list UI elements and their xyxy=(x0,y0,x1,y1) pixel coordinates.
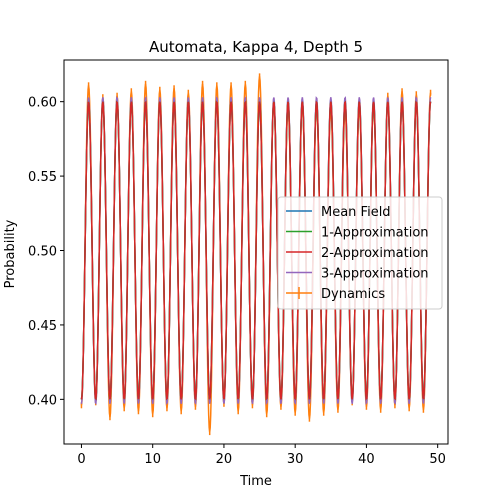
legend-label: 3-Approximation xyxy=(321,267,429,282)
y-axis-label: Probability xyxy=(3,219,18,288)
x-tick-label: 40 xyxy=(358,452,375,467)
x-axis-label: Time xyxy=(239,474,272,489)
legend-item: 2-Approximation xyxy=(286,246,429,261)
legend: Mean Field 1-Approximation 2-Approximation… xyxy=(277,196,443,310)
legend-label: Dynamics xyxy=(321,287,385,302)
series-line-2-approximation xyxy=(80,100,432,401)
legend-label: Mean Field xyxy=(321,205,391,220)
x-tick-label: 0 xyxy=(77,452,85,467)
x-tick-label: 20 xyxy=(216,452,233,467)
plot-area xyxy=(80,73,432,436)
axis-ticks: 0 10 20 30 40 50 0.40 0.45 0.50 0.55 0.60 xyxy=(28,96,446,467)
legend-label: 2-Approximation xyxy=(321,246,429,261)
legend-label: 1-Approximation xyxy=(321,226,429,241)
y-tick-label: 0.55 xyxy=(28,170,57,185)
x-tick-label: 10 xyxy=(144,452,161,467)
y-tick-label: 0.50 xyxy=(28,245,57,260)
x-tick-label: 50 xyxy=(429,452,446,467)
chart-title: Automata, Kappa 4, Depth 5 xyxy=(149,38,363,56)
legend-box xyxy=(277,196,443,310)
y-tick-label: 0.45 xyxy=(28,319,57,334)
legend-item: 3-Approximation xyxy=(286,267,429,282)
legend-item: Mean Field xyxy=(286,205,391,220)
y-tick-label: 0.40 xyxy=(28,393,57,408)
y-tick-label: 0.60 xyxy=(28,96,57,111)
legend-item: 1-Approximation xyxy=(286,226,429,241)
plot-frame xyxy=(63,59,449,445)
x-tick-label: 30 xyxy=(287,452,304,467)
legend-item: Dynamics xyxy=(286,287,385,302)
